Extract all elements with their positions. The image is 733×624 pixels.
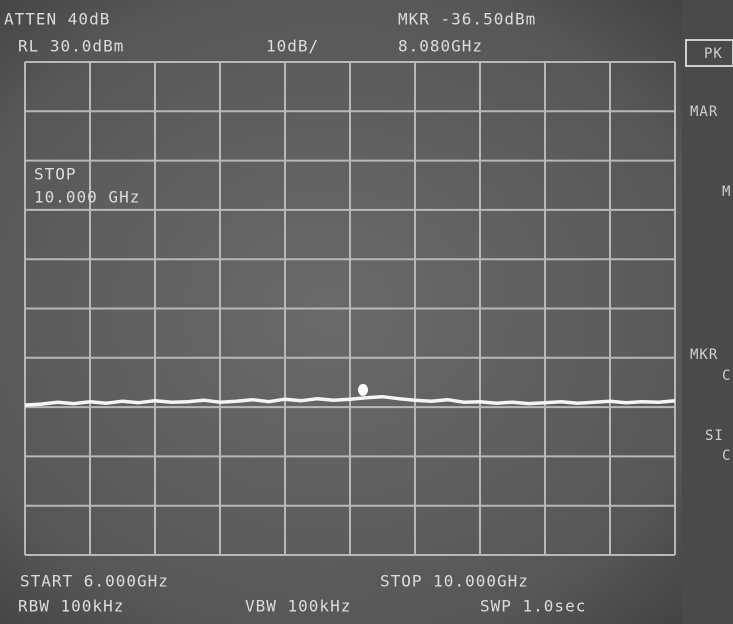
rbw-label: RBW 100kHz bbox=[18, 597, 124, 616]
atten-label: ATTEN 40dB bbox=[4, 10, 110, 29]
softkey[interactable]: SI bbox=[705, 428, 724, 444]
start-freq-label: START 6.000GHz bbox=[20, 572, 169, 591]
softkey[interactable]: MAR bbox=[690, 104, 718, 120]
softkey[interactable]: M bbox=[722, 184, 731, 200]
vbw-label: VBW 100kHz bbox=[245, 597, 351, 616]
trace bbox=[24, 394, 676, 407]
ref-level-label: RL 30.0dBm bbox=[18, 37, 124, 56]
softkey-panel bbox=[682, 0, 733, 624]
stop-entry-value: 10.000 GHz bbox=[34, 188, 140, 207]
scale-label: 10dB/ bbox=[266, 37, 319, 56]
softkey-box bbox=[685, 39, 733, 67]
marker-level-label: MKR -36.50dBm bbox=[398, 10, 536, 29]
stop-entry-label: STOP bbox=[34, 165, 77, 184]
graticule bbox=[24, 61, 676, 556]
softkey[interactable]: C bbox=[722, 368, 731, 384]
stop-freq-label: STOP 10.000GHz bbox=[380, 572, 529, 591]
softkey[interactable]: C bbox=[722, 448, 731, 464]
softkey[interactable]: PK bbox=[704, 46, 723, 62]
sweep-label: SWP 1.0sec bbox=[480, 597, 586, 616]
marker-dot bbox=[358, 383, 368, 396]
marker-freq-label: 8.080GHz bbox=[398, 37, 483, 56]
softkey[interactable]: MKR bbox=[690, 347, 718, 363]
